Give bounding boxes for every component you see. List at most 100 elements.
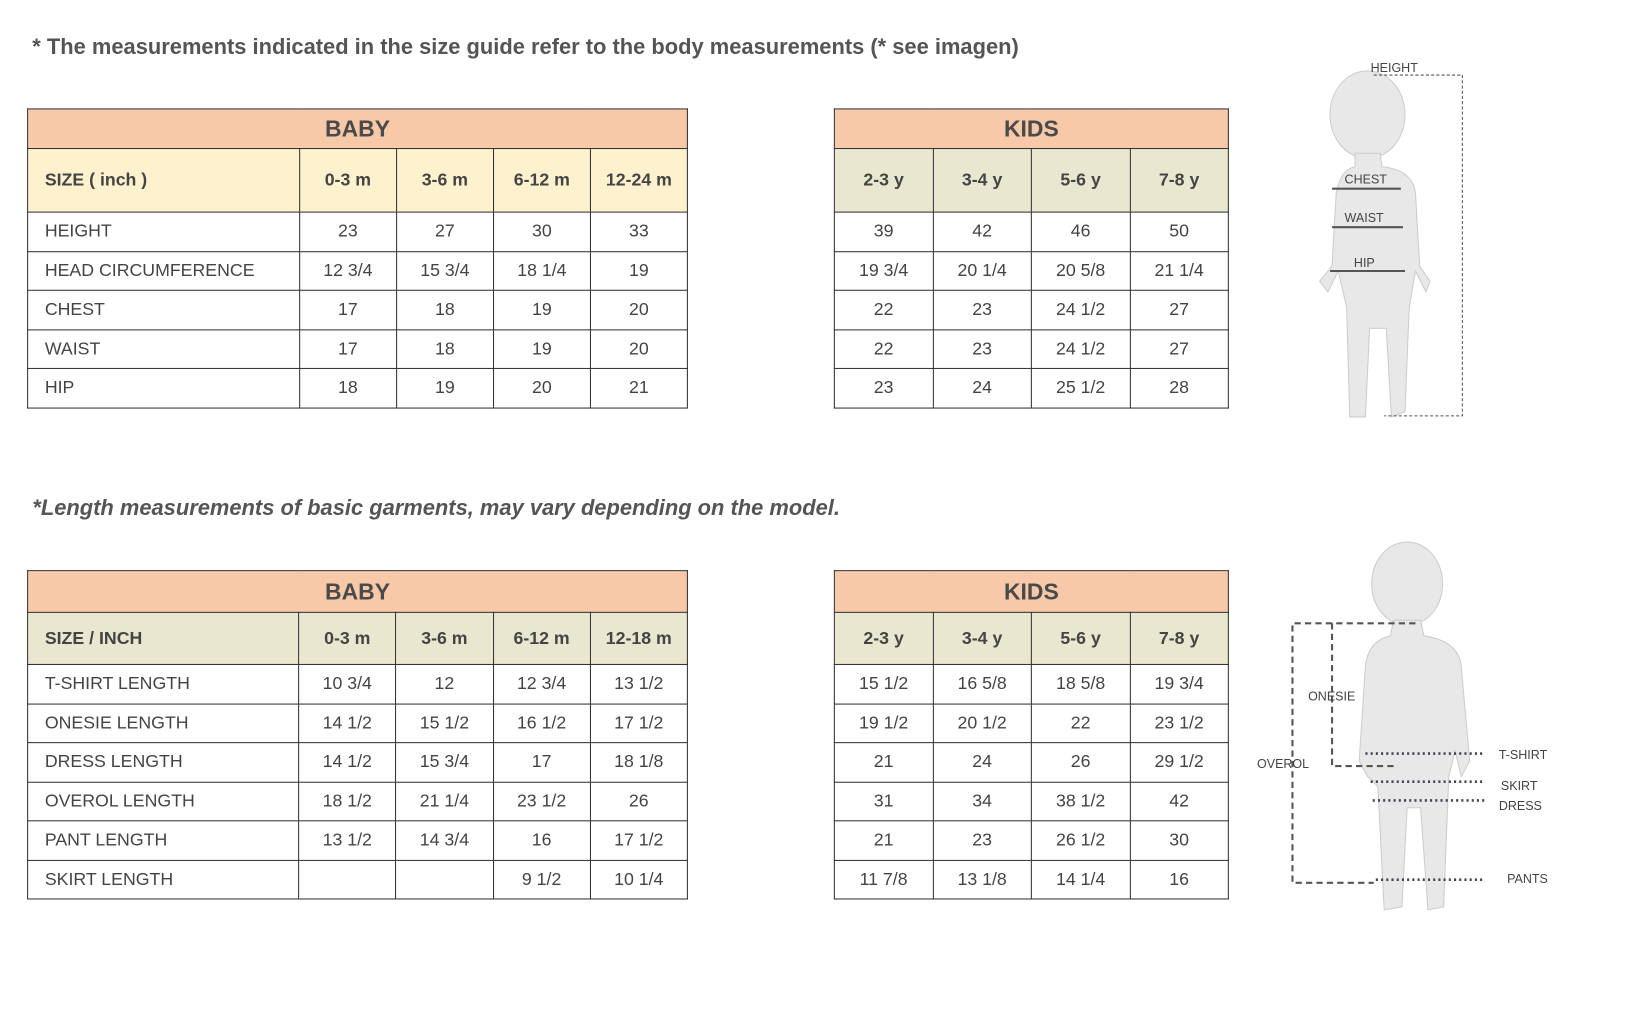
cell-value: 42 [932,211,1032,252]
size-label: SIZE / INCH [27,611,300,665]
table-row: 39 42 46 50 [833,211,1229,252]
size-header: 0-3 m [298,611,397,665]
cell-value: 11 7/8 [833,859,934,900]
cell-value: 24 [932,367,1032,409]
size-row: 2-3 y 3-4 y 5-6 y 7-8 y [833,611,1229,665]
cell-value: 18 [395,328,494,369]
cell-value: 28 [1129,367,1229,409]
cell-value: 15 1/2 [833,663,934,705]
cell-value: 21 [833,742,934,783]
size-header: 5-6 y [1030,148,1131,213]
cell-value: 14 3/4 [395,820,494,861]
cell-value: 18 [395,289,494,330]
row-label: PANT LENGTH [27,820,300,861]
size-header: 5-6 y [1030,611,1131,665]
cell-value: 21 [589,367,688,409]
table-header-row: BABY [27,108,688,150]
hip-label: HIP [1354,256,1375,270]
cell-value: 34 [932,781,1032,822]
table-row: HEAD CIRCUMFERENCE 12 3/4 15 3/4 18 1/4 19 [27,250,688,291]
cell-value: 12 3/4 [492,663,591,705]
cell-value: 13 1/2 [589,663,688,705]
row-label: HEAD CIRCUMFERENCE [27,250,300,291]
chest-label: CHEST [1345,172,1388,186]
cell-value: 13 1/8 [932,859,1032,900]
row-label: CHEST [27,289,300,330]
cell-value: 10 1/4 [589,859,688,900]
table-row: OVEROL LENGTH 18 1/2 21 1/4 23 1/2 26 [27,781,688,822]
cell-value: 20 1/2 [932,703,1032,744]
height-label: HEIGHT [1371,61,1419,75]
table-header-row: KIDS [833,108,1229,150]
cell-value: 19 1/2 [833,703,934,744]
cell-value: 20 1/4 [932,250,1032,291]
table-row: 23 24 25 1/2 28 [833,367,1229,409]
table-row: 31 34 38 1/2 42 [833,781,1229,822]
cell-value: 14 1/4 [1030,859,1131,900]
size-header: 7-8 y [1129,148,1229,213]
table-row: HEIGHT 23 27 30 33 [27,211,688,252]
cell-value: 12 3/4 [298,250,397,291]
table-row: 21 23 26 1/2 30 [833,820,1229,861]
cell-value: 26 [589,781,688,822]
cell-value: 16 5/8 [932,663,1032,705]
cell-value: 19 [589,250,688,291]
cell-value: 50 [1129,211,1229,252]
table-row: 15 1/2 16 5/8 18 5/8 19 3/4 [833,663,1229,705]
table-row: ONESIE LENGTH 14 1/2 15 1/2 16 1/2 17 1/2 [27,703,688,744]
body-measurement-figure: HEIGHT CHEST WAIST HIP [1318,61,1463,418]
cell-value: 10 3/4 [298,663,397,705]
cell-value: 18 [298,367,397,409]
cell-value: 21 1/4 [1129,250,1229,291]
onesie-label: ONESIE [1308,689,1355,703]
cell-value: 18 5/8 [1030,663,1131,705]
cell-value: 13 1/2 [298,820,397,861]
table-title: KIDS [833,108,1229,150]
cell-value: 24 [932,742,1032,783]
cell-value: 17 [492,742,591,783]
table-row: 21 24 26 29 1/2 [833,742,1229,783]
cell-value: 22 [833,328,934,369]
size-row: SIZE ( inch ) 0-3 m 3-6 m 6-12 m 12-24 m [27,148,688,213]
cell-value: 16 1/2 [492,703,591,744]
row-label: T-SHIRT LENGTH [27,663,300,705]
length-measurements-note: *Length measurements of basic garments, … [32,496,840,521]
cell-value: 23 [932,820,1032,861]
cell-value: 19 3/4 [1129,663,1229,705]
size-header: 6-12 m [492,611,591,665]
size-row: 2-3 y 3-4 y 5-6 y 7-8 y [833,148,1229,213]
cell-value: 23 [932,289,1032,330]
cell-value: 17 [298,328,397,369]
cell-value: 9 1/2 [492,859,591,900]
dress-label: DRESS [1499,799,1542,813]
table-row: 11 7/8 13 1/8 14 1/4 16 [833,859,1229,900]
size-header: 2-3 y [833,611,934,665]
cell-value: 23 1/2 [492,781,591,822]
cell-value: 15 1/2 [395,703,494,744]
cell-value: 31 [833,781,934,822]
size-header: 12-24 m [589,148,688,213]
cell-value: 20 [589,289,688,330]
cell-value: 14 1/2 [298,742,397,783]
cell-value: 26 [1030,742,1131,783]
cell-value: 18 1/8 [589,742,688,783]
cell-value: 33 [589,211,688,252]
cell-value: 38 1/2 [1030,781,1131,822]
cell-value: 30 [492,211,591,252]
cell-value: 19 3/4 [833,250,934,291]
table-header-row: KIDS [833,570,1229,613]
row-label: WAIST [27,328,300,369]
row-label: HIP [27,367,300,409]
table-row: HIP 18 19 20 21 [27,367,688,409]
size-header: 3-6 m [395,611,494,665]
cell-value: 23 [932,328,1032,369]
body-measurements-note: * The measurements indicated in the size… [32,35,1019,60]
table-row: 22 23 24 1/2 27 [833,328,1229,369]
cell-value: 23 [298,211,397,252]
cell-value: 27 [395,211,494,252]
pants-label: PANTS [1507,872,1548,886]
table-title: BABY [27,108,688,150]
cell-value: 17 1/2 [589,820,688,861]
cell-value: 19 [492,328,591,369]
table-row: DRESS LENGTH 14 1/2 15 3/4 17 18 1/8 [27,742,688,783]
